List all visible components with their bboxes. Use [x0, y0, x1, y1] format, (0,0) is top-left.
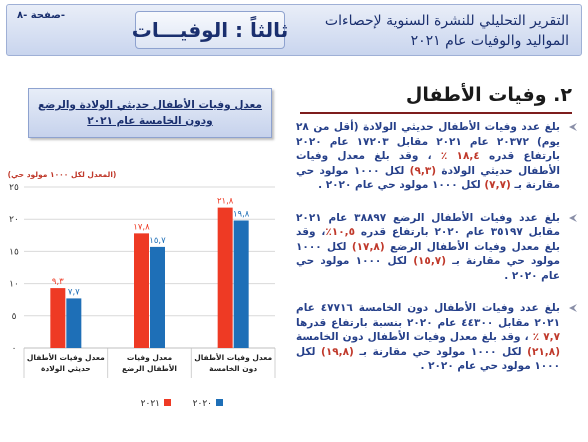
bullet-text: بلغ عدد وفيات الأطفال حديثي الولادة (أقل…: [296, 121, 560, 191]
highlighted-value: (٩,٣): [409, 164, 437, 177]
bullet-neonatal: بلغ عدد وفيات الأطفال حديثي الولادة (أقل…: [296, 120, 580, 193]
category-label: الأطفال الرضع: [122, 364, 177, 373]
bullet-text-run: لكل ١٠٠٠ مولود حي مقارنة بـ: [296, 164, 560, 192]
category-label: معدل وفيات الأطفال: [194, 353, 272, 362]
bullet-text-run: بلغ عدد وفيات الأطفال دون الخامسة ٤٧٧١٦ …: [296, 302, 561, 329]
bullet-text: بلغ عدد وفيات الأطفال الرضع ٣٨٨٩٧ عام ٢٠…: [296, 212, 560, 282]
highlighted-value: ١٨,٤ ٪: [440, 150, 480, 162]
bullet-text-run: بلغ عدد وفيات الأطفال حديثي الولادة (أقل…: [296, 121, 560, 162]
legend-swatch: [216, 399, 223, 406]
report-title-line2: المواليد والوفيات عام ٢٠٢١: [410, 33, 569, 49]
section-title: ثالثاً : الوفيـــات: [132, 11, 288, 49]
bullet-text-run: لكل ١٠٠٠ مولود حي عام ٢٠٢٠ .: [296, 255, 560, 282]
highlighted-value: (١٧,٨): [351, 240, 385, 253]
bar-٢٠٢٠-2: [150, 246, 165, 348]
page-number: صفحة -٨-: [17, 10, 66, 21]
section-heading: ٢. وفيات الأطفال: [405, 84, 572, 106]
bullet-infant: بلغ عدد وفيات الأطفال الرضع ٣٨٨٩٧ عام ٢٠…: [296, 211, 580, 284]
legend-label: ٢٠٢١: [141, 399, 160, 409]
bullet-text-run: لكل ١٠٠٠ مولود حي عام ٢٠٢٠ .: [318, 179, 485, 191]
bullet-text-run: ، وقد بلغ معدل وفيات الأطفال الرضع: [296, 226, 561, 253]
bar-٢٠٢٠-3: [233, 220, 249, 348]
highlighted-value: (٢١,٨): [527, 345, 560, 358]
bullet-text: بلغ عدد وفيات الأطفال دون الخامسة ٤٧٧١٦ …: [296, 302, 560, 372]
page-header: صفحة -٨- ثالثاً : الوفيـــات التقرير الت…: [6, 4, 582, 56]
highlighted-value: (١٩,٨): [321, 345, 354, 358]
category-label: معدل وفيات الأطفال: [27, 353, 105, 362]
bullet-list: بلغ عدد وفيات الأطفال حديثي الولادة (أقل…: [296, 120, 580, 374]
bar-٢٠٢١-3: [217, 207, 233, 348]
highlighted-value: ١٠,٥٪: [325, 226, 355, 238]
y-axis-label: (المعدل لكل ١٠٠٠ مولود حي): [8, 170, 117, 179]
bullet-text-run: لكل ١٠٠٠ مولود حي مقارنة بـ: [296, 240, 561, 268]
data-label: ١٥,٧: [149, 236, 166, 246]
bullet-text-run: لكل ١٠٠٠ مولود حي عام ٢٠٢٠ .: [296, 345, 560, 373]
y-tick-label: ٥: [12, 312, 17, 322]
y-tick-label: ١٠: [9, 280, 19, 290]
highlighted-value: (١٥,٧): [413, 255, 447, 267]
category-label: حديثي الولادة: [41, 364, 91, 373]
arrow-bullet-icon: [569, 213, 577, 222]
data-label: ٩,٣: [52, 277, 64, 287]
bar-٢٠٢١-2: [134, 233, 149, 348]
report-title: التقرير التحليلي للنشرة السنوية لإحصاءات…: [299, 11, 569, 51]
y-tick-label: ٠: [12, 344, 17, 354]
bullet-text-run: ، وقد بلغ معدل وفيات الأطفال دون الخامسة: [296, 331, 533, 343]
highlighted-value: ٧,٧ ٪: [532, 331, 560, 343]
heading-underline: [300, 112, 572, 114]
y-tick-label: ٢٥: [9, 183, 19, 193]
data-label: ١٩,٨: [233, 209, 250, 219]
bullet-text-run: بلغ عدد وفيات الأطفال الرضع ٣٨٨٩٧ عام ٢٠…: [296, 211, 560, 239]
chart-title: معدل وفيات الأطفال حديثي الولادة والرضع …: [28, 88, 272, 138]
y-tick-label: ٢٠: [9, 215, 19, 225]
category-label: دون الخامسة: [209, 364, 257, 373]
report-title-line1: التقرير التحليلي للنشرة السنوية لإحصاءات: [324, 13, 569, 29]
data-label: ١٧,٨: [133, 222, 150, 232]
category-label: معدل وفيات: [127, 353, 173, 362]
bullet-under-five: بلغ عدد وفيات الأطفال دون الخامسة ٤٧٧١٦ …: [296, 301, 580, 374]
data-label: ٢١,٨: [217, 197, 234, 207]
bar-٢٠٢١-1: [50, 288, 66, 348]
legend-label: ٢٠٢٠: [193, 399, 212, 409]
bullet-text-run: لكل ١٠٠٠ مولود حي مقارنة بـ: [353, 345, 528, 358]
legend-swatch: [164, 399, 171, 406]
highlighted-value: (٧,٧): [484, 179, 511, 191]
bar-٢٠٢٠-1: [66, 298, 82, 348]
y-tick-label: ١٥: [9, 247, 19, 257]
data-label: ٧,٧: [68, 287, 80, 297]
arrow-bullet-icon: [569, 304, 577, 312]
arrow-bullet-icon: [569, 123, 577, 131]
bullet-text-run: ، وقد بلغ معدل وفيات الأطفال حديثي الولا…: [296, 150, 561, 177]
